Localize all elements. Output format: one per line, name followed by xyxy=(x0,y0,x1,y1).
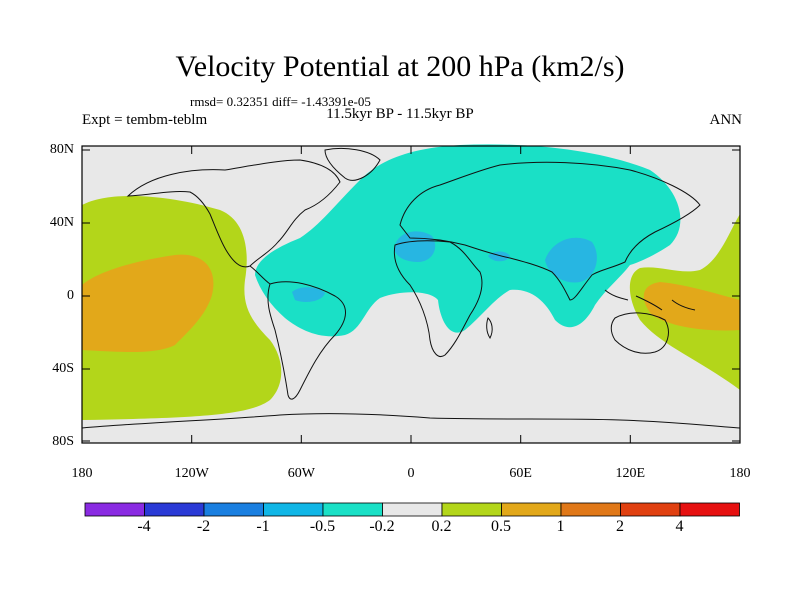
period-label: 11.5kyr BP - 11.5kyr BP xyxy=(326,106,474,122)
y-tick-label-80n: 80N xyxy=(49,142,74,157)
colorbar-swatch xyxy=(203,502,264,517)
region-negative-eurasia-atlantic xyxy=(255,144,681,337)
region-positive-maritime-core xyxy=(643,282,740,331)
colorbar-swatch xyxy=(382,502,443,517)
region-negative-amazon-core xyxy=(292,287,325,302)
stats-label: rmsd= 0.32351 diff= -1.43391e-05 xyxy=(190,94,371,109)
x-tick-label-0: 0 xyxy=(407,466,415,481)
experiment-label: Expt = tembm-teblm xyxy=(82,112,208,128)
coastline-maritime-islands xyxy=(604,289,696,311)
coastline-madagascar xyxy=(486,317,493,339)
coastline-antarctica xyxy=(81,413,741,429)
colorbar-label: 4 xyxy=(675,518,684,535)
axis-ticks xyxy=(82,146,740,443)
colorbar-label: -0.5 xyxy=(309,518,336,535)
colorbar-swatch xyxy=(560,502,621,517)
chart-title: Velocity Potential at 200 hPa (km2/s) xyxy=(175,50,625,83)
season-label: ANN xyxy=(709,112,743,128)
y-tick-label-0: 0 xyxy=(67,288,74,303)
colorbar-label: -2 xyxy=(196,518,211,535)
colorbar-swatch xyxy=(620,502,681,517)
colorbar xyxy=(84,502,740,517)
colorbar-label: 0.2 xyxy=(431,518,452,535)
colorbar-swatch xyxy=(441,502,502,517)
coastline-africa xyxy=(393,240,483,357)
coastline-greenland xyxy=(324,147,381,181)
colorbar-swatch xyxy=(84,502,145,517)
colorbar-label: 2 xyxy=(616,518,624,535)
y-tick-label-40n: 40N xyxy=(49,215,74,230)
colorbar-label: 1 xyxy=(556,518,565,535)
x-tick-label-180w: 180 xyxy=(71,466,93,481)
coastlines xyxy=(81,147,741,429)
x-tick-label-60w: 60W xyxy=(287,466,315,481)
colorbar-label: 0.5 xyxy=(491,518,511,535)
y-tick-label-80s: 80S xyxy=(52,434,74,449)
region-positive-pacific-core xyxy=(82,254,214,353)
coastline-central-america xyxy=(249,265,271,285)
coastline-south-america xyxy=(267,281,346,400)
colorbar-label: -4 xyxy=(137,518,151,535)
colorbar-swatch xyxy=(144,502,205,517)
coastline-eurasia xyxy=(399,161,701,301)
coastline-australia xyxy=(610,312,669,354)
x-tick-label-120w: 120W xyxy=(174,466,209,481)
coastline-north-america xyxy=(126,159,341,268)
x-tick-label-180e: 180 xyxy=(729,466,751,481)
x-tick-label-60e: 60E xyxy=(509,466,532,481)
colorbar-label: -0.2 xyxy=(369,518,395,535)
colorbar-swatch xyxy=(263,502,324,517)
colorbar-swatch xyxy=(501,502,562,517)
colorbar-label: -1 xyxy=(256,518,270,535)
x-tick-label-120e: 120E xyxy=(615,466,646,481)
colorbar-swatch xyxy=(679,502,740,517)
colorbar-swatch xyxy=(322,502,383,517)
region-negative-india-core xyxy=(545,237,597,283)
y-tick-label-40s: 40S xyxy=(52,361,74,376)
